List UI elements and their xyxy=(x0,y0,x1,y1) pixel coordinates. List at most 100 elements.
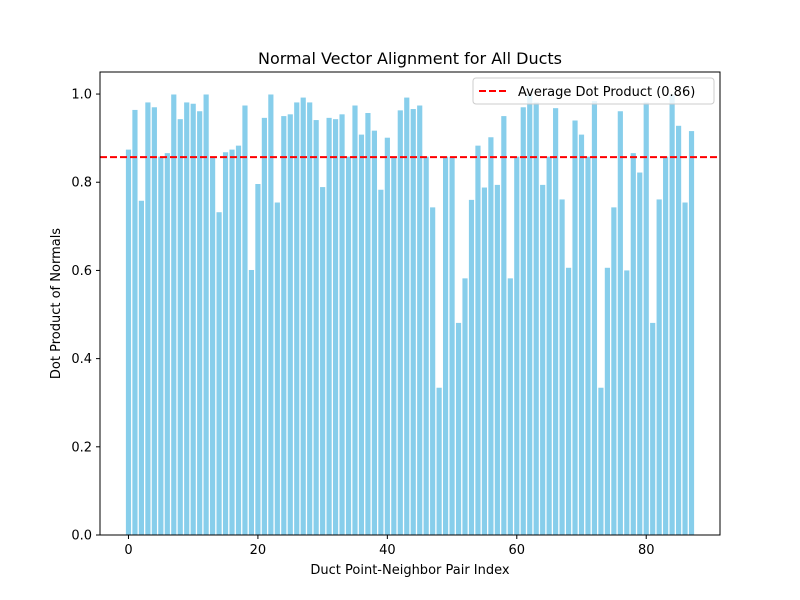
y-tick-label: 0.6 xyxy=(71,264,92,279)
legend-entry: Average Dot Product (0.86) xyxy=(518,85,695,100)
y-axis-ticks: 0.0 0.2 0.4 0.6 0.8 1.0 xyxy=(71,88,100,544)
bar xyxy=(507,278,513,535)
bar xyxy=(604,267,610,535)
x-axis-ticks: 0 20 40 60 80 xyxy=(124,535,654,558)
bar xyxy=(352,105,358,535)
x-tick-label: 20 xyxy=(250,543,267,558)
bar xyxy=(540,184,546,536)
bar xyxy=(326,117,332,536)
bar xyxy=(520,107,526,536)
bar xyxy=(203,94,209,535)
y-tick-label: 0.4 xyxy=(71,352,92,367)
x-tick-label: 60 xyxy=(509,543,526,558)
bar xyxy=(274,202,280,535)
bar xyxy=(190,103,196,536)
bar xyxy=(501,116,507,535)
bar xyxy=(637,172,643,535)
bar xyxy=(494,184,500,536)
chart-title: Normal Vector Alignment for All Ducts xyxy=(258,49,562,68)
bar xyxy=(371,130,377,535)
bar xyxy=(443,156,449,536)
bar xyxy=(650,322,656,535)
bar xyxy=(248,269,255,535)
x-tick-label: 40 xyxy=(379,543,396,558)
bar xyxy=(553,108,559,536)
bar xyxy=(675,125,682,535)
bar xyxy=(475,145,481,536)
bar xyxy=(417,105,423,535)
y-tick-label: 0.0 xyxy=(71,529,92,544)
bar xyxy=(410,109,416,535)
bar xyxy=(145,102,151,535)
bar xyxy=(365,113,371,535)
bar xyxy=(488,137,494,535)
legend: Average Dot Product (0.86) xyxy=(472,77,715,105)
bar xyxy=(197,111,203,536)
bar xyxy=(378,189,384,535)
bar xyxy=(397,110,403,535)
bar xyxy=(184,102,190,535)
bar xyxy=(455,322,462,535)
bar xyxy=(158,156,164,536)
bar xyxy=(151,107,157,536)
bar xyxy=(565,267,572,535)
bar xyxy=(585,156,591,536)
bar xyxy=(578,134,585,535)
bars-group xyxy=(125,94,695,536)
bar xyxy=(527,94,533,535)
bar xyxy=(663,156,669,536)
bar xyxy=(462,278,468,535)
bar xyxy=(339,114,345,536)
y-axis-label: Dot Product of Normals xyxy=(49,228,64,379)
bar xyxy=(391,156,397,536)
bar xyxy=(210,156,216,536)
bar xyxy=(216,212,222,536)
bar xyxy=(423,156,429,536)
bar xyxy=(669,94,675,535)
bar xyxy=(171,94,177,535)
bar xyxy=(430,207,436,535)
bar xyxy=(656,199,662,535)
bar xyxy=(481,187,488,535)
bar xyxy=(358,134,365,535)
bar xyxy=(436,387,442,535)
bar xyxy=(514,156,520,536)
bar xyxy=(320,187,326,536)
bar xyxy=(624,270,630,535)
bar xyxy=(287,114,293,536)
bar xyxy=(255,184,261,536)
bar xyxy=(611,207,617,535)
bar xyxy=(332,119,339,535)
y-tick-label: 0.2 xyxy=(71,440,92,455)
bar xyxy=(300,97,306,535)
x-tick-label: 80 xyxy=(638,543,655,558)
bar xyxy=(533,102,539,535)
bar xyxy=(572,120,578,535)
bar xyxy=(125,149,132,536)
bar xyxy=(235,145,242,536)
bar xyxy=(138,200,145,535)
x-axis-label: Duct Point-Neighbor Pair Index xyxy=(310,563,510,578)
bar xyxy=(598,387,604,535)
bar xyxy=(242,105,248,535)
bar xyxy=(268,94,274,535)
bar xyxy=(682,202,688,535)
bar xyxy=(688,131,695,535)
x-tick-label: 0 xyxy=(124,543,132,558)
bar xyxy=(468,199,475,535)
bar xyxy=(132,109,138,535)
bar xyxy=(164,153,170,535)
y-tick-label: 0.8 xyxy=(71,176,92,191)
bar xyxy=(617,111,623,536)
bar xyxy=(261,117,267,536)
bar xyxy=(559,199,565,535)
bar xyxy=(404,97,410,535)
bar xyxy=(345,156,352,536)
legend-box xyxy=(472,77,715,105)
y-tick-label: 1.0 xyxy=(71,88,92,103)
bar xyxy=(630,153,636,535)
bar xyxy=(281,116,287,535)
bar xyxy=(643,102,649,535)
bar xyxy=(229,149,235,536)
